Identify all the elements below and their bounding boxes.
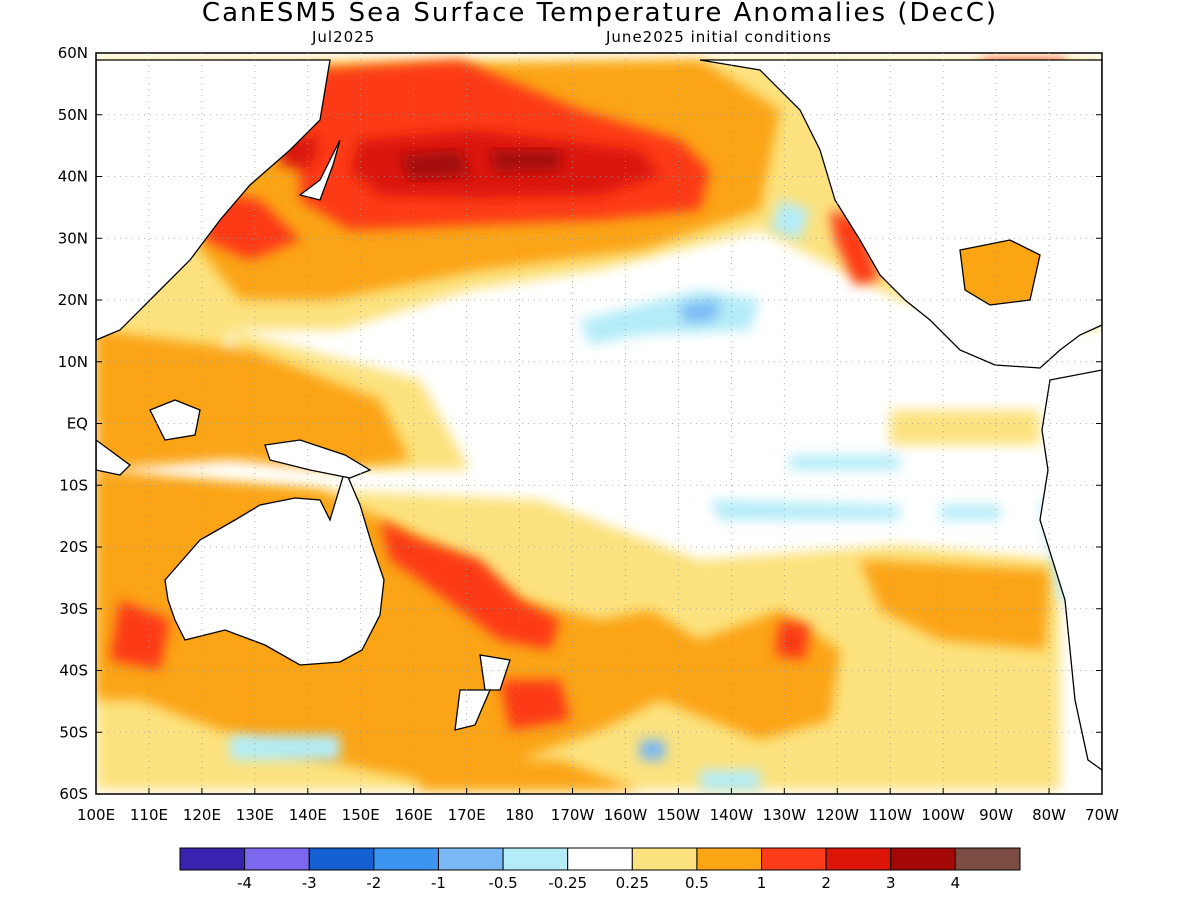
latitude-labels: 60N 50N 40N 30N 20N 10N EQ 10S 20S 30S 40S 50S 60S bbox=[58, 44, 88, 803]
lat-label: 40N bbox=[58, 168, 88, 186]
colorbar-swatch bbox=[502, 847, 569, 871]
lon-label: 160W bbox=[604, 806, 648, 824]
colorbar-swatch bbox=[244, 847, 310, 871]
lat-label: 50S bbox=[59, 723, 88, 741]
lat-label: 20N bbox=[58, 291, 88, 309]
colorbar-label: -4 bbox=[237, 874, 252, 892]
lon-label: 110W bbox=[868, 806, 912, 824]
colorbar-swatch bbox=[696, 847, 763, 871]
lon-label: 70W bbox=[1085, 806, 1119, 824]
colorbar-label: 1 bbox=[757, 874, 767, 892]
colorbar-swatch bbox=[567, 847, 633, 871]
lon-label: 100W bbox=[921, 806, 965, 824]
lat-label: 30S bbox=[59, 600, 88, 618]
forecast-month: Jul2025 bbox=[312, 28, 376, 46]
initial-conditions-label: June2025 initial conditions bbox=[606, 28, 832, 46]
lon-label: 170E bbox=[448, 806, 486, 824]
colorbar-swatch bbox=[890, 847, 956, 871]
lon-label: 150W bbox=[657, 806, 701, 824]
colorbar-label: 3 bbox=[886, 874, 896, 892]
colorbar-label: 2 bbox=[821, 874, 831, 892]
coastlines bbox=[96, 59, 1102, 771]
colorbar-swatch bbox=[954, 847, 1021, 871]
colorbar-swatch bbox=[761, 847, 827, 871]
lat-label: 10S bbox=[59, 476, 88, 494]
lon-label: 160E bbox=[395, 806, 433, 824]
lon-label: 130W bbox=[763, 806, 807, 824]
lat-label: 60N bbox=[58, 44, 88, 62]
colorbar-label: -0.25 bbox=[548, 874, 587, 892]
lon-label: 110E bbox=[130, 806, 168, 824]
lat-label: 30N bbox=[58, 229, 88, 247]
lon-label: 100E bbox=[77, 806, 115, 824]
lon-label: 140E bbox=[289, 806, 327, 824]
map-title: CanESM5 Sea Surface Temperature Anomalie… bbox=[201, 0, 999, 28]
lon-label: 90W bbox=[979, 806, 1013, 824]
colorbar-label: -0.5 bbox=[488, 874, 517, 892]
colorbar-swatch bbox=[373, 847, 439, 871]
colorbar-swatch bbox=[437, 847, 504, 871]
colorbar: -4 -3 -2 -1 -0.5 -0.25 0.25 0.5 1 2 3 4 bbox=[179, 847, 1021, 892]
lat-label: 20S bbox=[59, 538, 88, 556]
colorbar-label: -2 bbox=[366, 874, 381, 892]
colorbar-label: -1 bbox=[431, 874, 446, 892]
axis-ticks bbox=[95, 52, 1103, 795]
lat-label: 50N bbox=[58, 106, 88, 124]
lon-label: 120E bbox=[183, 806, 221, 824]
lon-label: 140W bbox=[710, 806, 754, 824]
lon-label: 180 bbox=[505, 806, 534, 824]
lon-label: 170W bbox=[551, 806, 595, 824]
colorbar-label: -3 bbox=[302, 874, 317, 892]
lon-label: 150E bbox=[342, 806, 380, 824]
colorbar-swatch bbox=[308, 847, 375, 871]
colorbar-label: 0.5 bbox=[685, 874, 709, 892]
lat-label: 10N bbox=[58, 353, 88, 371]
lon-label: 120W bbox=[816, 806, 860, 824]
lat-label: 60S bbox=[59, 785, 88, 803]
colorbar-swatch bbox=[825, 847, 892, 871]
lat-label: EQ bbox=[67, 415, 88, 433]
colorbar-swatch bbox=[179, 847, 246, 871]
colorbar-label: 4 bbox=[951, 874, 961, 892]
lon-label: 80W bbox=[1032, 806, 1066, 824]
lon-label: 130E bbox=[236, 806, 274, 824]
colorbar-swatch bbox=[631, 847, 698, 871]
colorbar-label: 0.25 bbox=[616, 874, 649, 892]
longitude-labels: 100E 110E 120E 130E 140E 150E 160E 170E 180 170W 1… bbox=[77, 806, 1119, 824]
lat-label: 40S bbox=[59, 662, 88, 680]
anomaly-field bbox=[96, 53, 1102, 794]
